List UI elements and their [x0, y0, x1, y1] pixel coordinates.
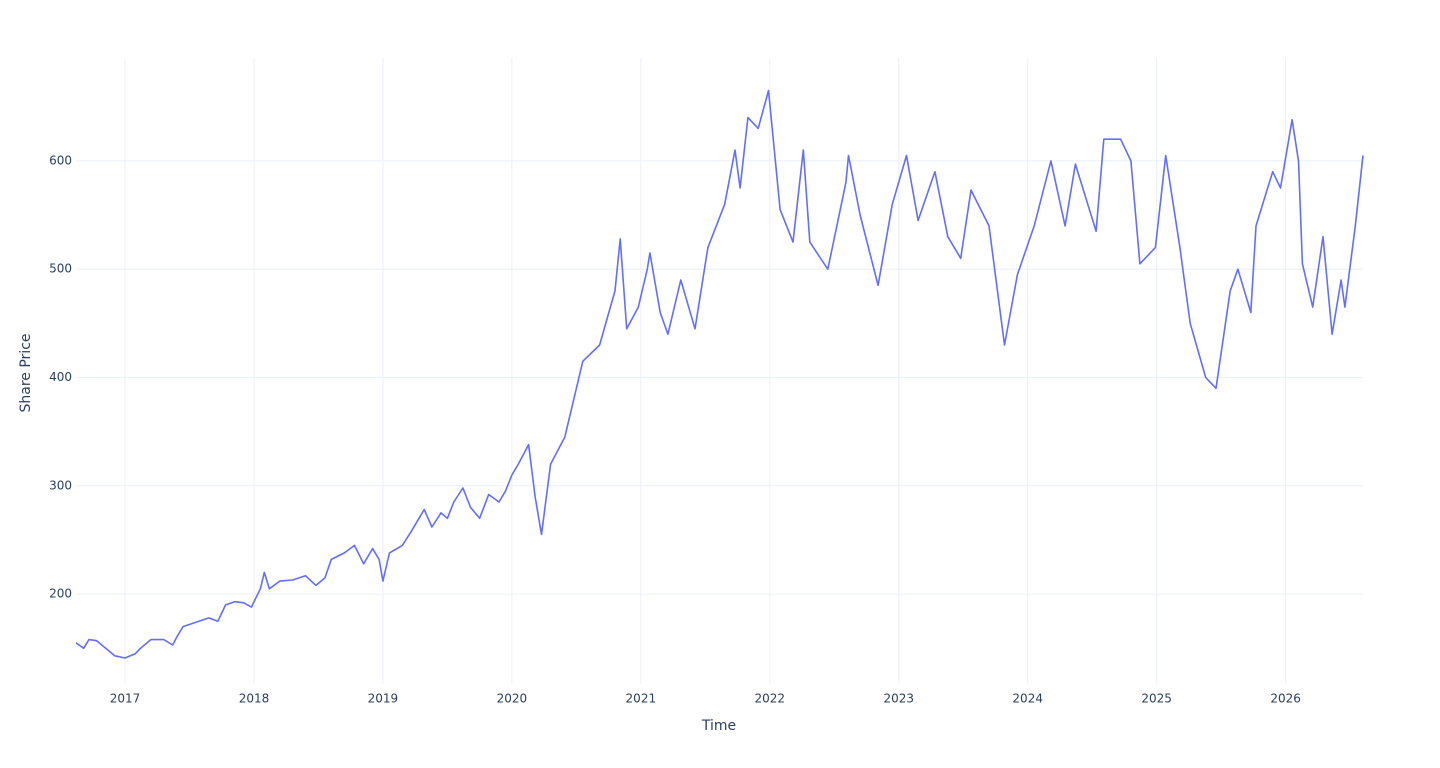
- y-tick-label: 200: [49, 587, 72, 601]
- x-tick-label: 2019: [368, 692, 399, 706]
- x-tick-label: 2017: [110, 692, 141, 706]
- x-tick-label: 2025: [1141, 692, 1172, 706]
- x-axis-title: Time: [701, 718, 736, 734]
- y-tick-label: 400: [49, 370, 72, 384]
- price-line: [75, 89, 1364, 659]
- y-axis-title: Share Price: [18, 333, 34, 412]
- x-tick-label: 2024: [1012, 692, 1043, 706]
- x-tick-label: 2020: [497, 692, 528, 706]
- x-tick-label: 2018: [239, 692, 270, 706]
- y-tick-label: 300: [49, 478, 72, 492]
- x-tick-label: 2022: [755, 692, 786, 706]
- y-tick-label: 600: [49, 153, 72, 167]
- x-tick-label: 2023: [883, 692, 914, 706]
- x-tick-label: 2021: [626, 692, 657, 706]
- x-tick-label: 2026: [1270, 692, 1301, 706]
- y-tick-label: 500: [49, 262, 72, 276]
